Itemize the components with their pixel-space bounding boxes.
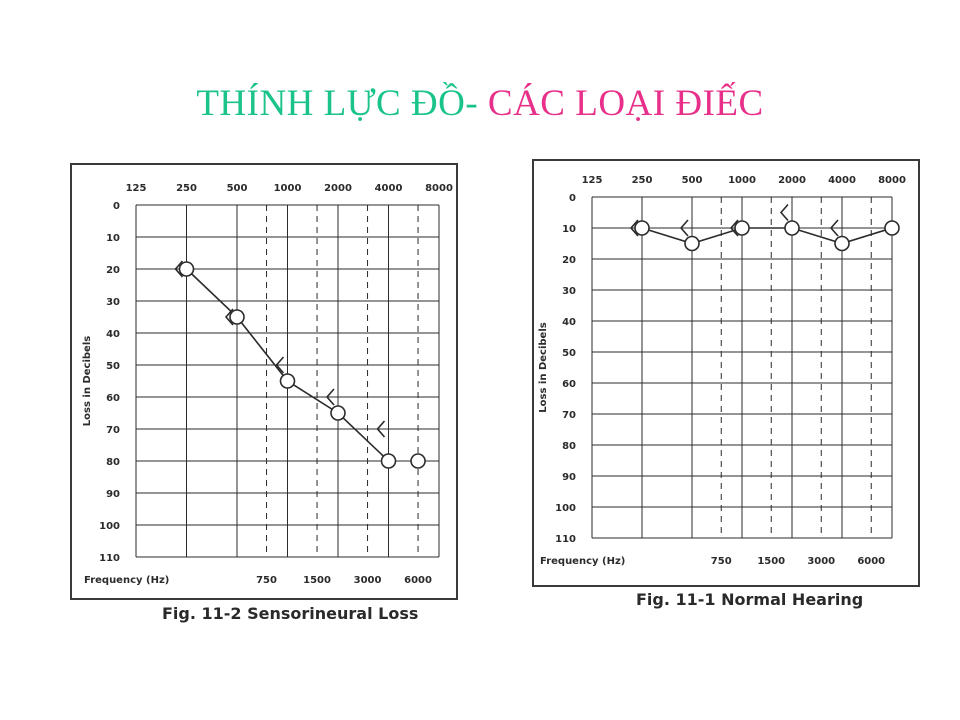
y-tick-label: 80 <box>106 457 120 468</box>
y-tick-label: 60 <box>106 393 120 404</box>
x-bottom-tick-label: 3000 <box>807 556 835 567</box>
x-top-tick-label: 8000 <box>878 175 906 186</box>
bone-conduction-marker <box>679 219 689 237</box>
x-top-tick-label: 250 <box>632 175 653 186</box>
air-conduction-line <box>641 227 893 245</box>
y-tick-label: 30 <box>562 286 576 297</box>
bone-conduction-marker <box>629 219 639 237</box>
x-top-tick-label: 125 <box>582 175 603 186</box>
y-tick-label: 10 <box>562 224 576 235</box>
x-axis-label: Frequency (Hz) <box>84 575 169 586</box>
air-conduction-point <box>634 220 650 236</box>
y-tick-label: 90 <box>562 472 576 483</box>
air-conduction-point <box>684 235 700 252</box>
x-top-tick-label: 2000 <box>324 183 352 194</box>
y-tick-label: 70 <box>106 425 120 436</box>
y-axis-label: Loss in Decibels <box>82 336 93 426</box>
y-tick-label: 0 <box>569 193 576 204</box>
y-tick-label: 50 <box>106 361 120 372</box>
x-axis-label: Frequency (Hz) <box>540 556 625 567</box>
bone-conduction-marker <box>779 203 789 222</box>
bone-conduction-marker <box>174 260 184 278</box>
air-conduction-point <box>178 261 195 277</box>
air-conduction-point <box>330 405 346 421</box>
x-bottom-tick-label: 750 <box>711 556 732 567</box>
slide-title-part2: CÁC LOẠI ĐIẾC <box>478 83 764 124</box>
y-tick-label: 70 <box>562 410 576 421</box>
y-tick-label: 0 <box>113 201 120 212</box>
bone-conduction-marker <box>224 308 234 326</box>
y-tick-label: 40 <box>562 317 576 328</box>
bone-conduction-marker <box>275 356 285 374</box>
air-conduction-point <box>884 220 900 236</box>
x-top-tick-label: 4000 <box>828 175 856 186</box>
air-conduction-point <box>784 220 800 236</box>
bone-conduction-marker <box>829 219 839 237</box>
x-bottom-tick-label: 6000 <box>857 556 885 567</box>
x-top-tick-label: 125 <box>126 183 147 194</box>
y-axis-label: Loss in Decibels <box>538 322 549 412</box>
x-top-tick-label: 1000 <box>274 183 302 194</box>
air-conduction-point <box>229 309 245 325</box>
x-bottom-tick-label: 6000 <box>404 575 432 586</box>
audiogram-sensorineural-panel: 125 250 500 1000 2000 4000 8000 750 1500 3000 6000… <box>70 163 458 600</box>
x-top-tick-label: 8000 <box>425 183 453 194</box>
air-conduction-point <box>380 453 397 469</box>
bone-conduction-marker <box>325 388 335 406</box>
x-bottom-tick-label: 1500 <box>303 575 331 586</box>
y-tick-label: 20 <box>106 265 120 276</box>
y-tick-label: 90 <box>106 489 120 500</box>
y-tick-label: 50 <box>562 348 576 359</box>
x-top-tick-label: 1000 <box>728 175 756 186</box>
air-conduction-point <box>410 453 426 469</box>
x-top-tick-label: 500 <box>682 175 703 186</box>
x-top-tick-label: 500 <box>227 183 248 194</box>
air-conduction-point <box>834 235 850 252</box>
audiogram-normal-panel: 125 250 500 1000 2000 4000 8000 750 1500 3000 6000… <box>532 159 920 587</box>
x-top-tick-label: 4000 <box>375 183 403 194</box>
x-bottom-tick-label: 750 <box>256 575 277 586</box>
y-tick-label: 40 <box>106 329 120 340</box>
figure-caption-normal: Fig. 11-1 Normal Hearing <box>636 590 864 609</box>
x-top-tick-label: 250 <box>176 183 197 194</box>
air-conduction-point <box>734 220 750 236</box>
y-tick-label: 110 <box>99 553 120 564</box>
y-tick-label: 110 <box>555 534 576 545</box>
bone-conduction-marker <box>376 420 386 438</box>
slide-title: THÍNH LỰC ĐỒ- CÁC LOẠI ĐIẾC <box>0 82 960 125</box>
y-tick-label: 80 <box>562 441 576 452</box>
x-bottom-tick-label: 1500 <box>757 556 785 567</box>
bone-conduction-marker <box>729 219 739 237</box>
y-tick-label: 60 <box>562 379 576 390</box>
y-tick-label: 20 <box>562 255 576 266</box>
y-tick-label: 100 <box>555 503 576 514</box>
y-tick-label: 100 <box>99 521 120 532</box>
x-bottom-tick-label: 3000 <box>354 575 382 586</box>
air-conduction-point <box>279 373 296 389</box>
slide-title-part1: THÍNH LỰC ĐỒ- <box>196 83 479 124</box>
x-top-tick-label: 2000 <box>778 175 806 186</box>
y-tick-label: 30 <box>106 297 120 308</box>
figure-caption-sensorineural: Fig. 11-2 Sensorineural Loss <box>162 604 419 623</box>
y-tick-label: 10 <box>106 233 120 244</box>
